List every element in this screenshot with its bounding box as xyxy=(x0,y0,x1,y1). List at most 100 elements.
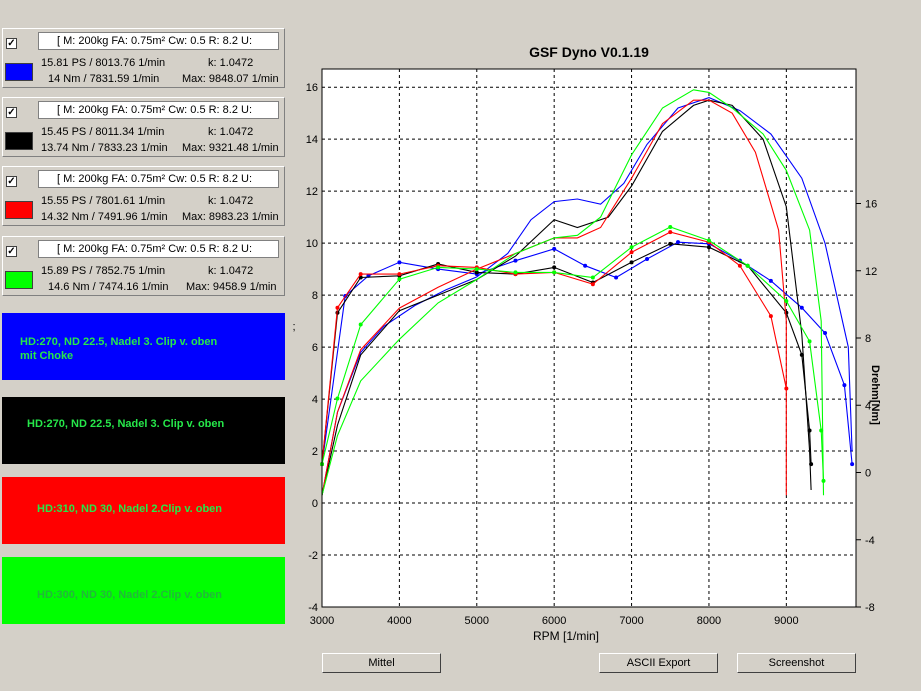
run-2-note-text: HD:270, ND 22.5, Nadel 3. Clip v. oben xyxy=(27,418,225,430)
torque-point-run-2 xyxy=(784,310,789,315)
run-1-params-field[interactable]: [ M: 200kg FA: 0.75m² Cw: 0.5 R: 8.2 U: xyxy=(38,32,279,50)
torque-point-run-1 xyxy=(850,462,855,467)
ascii-export-button[interactable]: ASCII Export xyxy=(599,653,718,673)
run-3-note-text: HD:310, ND 30, Nadel 2.Clip v. oben xyxy=(37,503,223,515)
run-3-params-field[interactable]: [ M: 200kg FA: 0.75m² Cw: 0.5 R: 8.2 U: xyxy=(38,170,279,188)
run-2-power: 15.45 PS / 8011.34 1/min xyxy=(41,126,165,138)
torque-point-run-2 xyxy=(436,262,441,267)
run-1-k: k: 1.0472 xyxy=(208,57,254,69)
torque-point-run-2 xyxy=(590,280,595,285)
y-axis-label-right: Drehm[Nm] xyxy=(869,365,881,425)
torque-point-run-4 xyxy=(706,238,711,243)
run-2-color-swatch[interactable] xyxy=(5,132,33,150)
torque-point-run-1 xyxy=(645,256,650,261)
torque-point-run-3 xyxy=(784,386,789,391)
torque-point-run-2 xyxy=(706,245,711,250)
y-tick-label-right: 16 xyxy=(865,199,877,211)
run-2-max: Max: 9321.48 1/min xyxy=(182,142,279,154)
torque-point-run-2 xyxy=(807,428,812,433)
y-tick-label-left: 6 xyxy=(312,342,318,354)
torque-point-run-3 xyxy=(358,272,363,277)
run-1-color-swatch[interactable] xyxy=(5,63,33,81)
run-1-note[interactable]: HD:270, ND 22.5, Nadel 3. Clip v. oben m… xyxy=(2,313,285,380)
torque-point-run-4 xyxy=(821,478,826,483)
torque-point-run-4 xyxy=(552,270,557,275)
run-4-params-field[interactable]: [ M: 200kg FA: 0.75m² Cw: 0.5 R: 8.2 U: xyxy=(38,240,279,258)
torque-point-run-3 xyxy=(590,282,595,287)
run-3-color-swatch[interactable] xyxy=(5,201,33,219)
screenshot-button[interactable]: Screenshot xyxy=(737,653,856,673)
torque-point-run-3 xyxy=(320,462,324,467)
torque-point-run-1 xyxy=(513,258,518,263)
plot-frame xyxy=(321,68,857,608)
mittel-button[interactable]: Mittel xyxy=(322,653,441,673)
torque-point-run-1 xyxy=(768,278,773,283)
run-3-note[interactable]: HD:310, ND 30, Nadel 2.Clip v. oben xyxy=(2,477,285,544)
torque-point-run-3 xyxy=(552,270,557,275)
run-2-torque: 13.74 Nm / 7833.23 1/min xyxy=(41,142,168,154)
power-line-run-4 xyxy=(321,89,825,496)
torque-point-run-4 xyxy=(397,277,402,282)
torque-point-run-3 xyxy=(335,305,340,310)
y-tick-label-right: 12 xyxy=(865,266,877,278)
y-tick-label-left: 4 xyxy=(312,394,318,406)
run-2-params-field[interactable]: [ M: 200kg FA: 0.75m² Cw: 0.5 R: 8.2 U: xyxy=(38,101,279,119)
torque-line-run-4 xyxy=(321,226,825,481)
run-3-checkbox[interactable]: ✓ xyxy=(6,176,17,187)
torque-point-run-1 xyxy=(706,241,711,246)
torque-point-run-1 xyxy=(343,293,348,298)
torque-point-run-3 xyxy=(629,250,634,255)
torque-point-run-2 xyxy=(320,462,324,467)
torque-line-run-1 xyxy=(321,241,853,465)
torque-point-run-1 xyxy=(397,260,402,265)
run-2-checkbox[interactable]: ✓ xyxy=(6,107,17,118)
run-1-power: 15.81 PS / 8013.76 1/min xyxy=(41,57,166,69)
y-tick-label-left: 2 xyxy=(312,446,318,458)
torque-point-run-1 xyxy=(366,273,371,278)
torque-point-run-1 xyxy=(320,462,324,467)
y-tick-label-right: 0 xyxy=(865,468,871,480)
torque-point-run-4 xyxy=(335,396,340,401)
y-tick-label-left: 16 xyxy=(306,82,318,94)
x-tick-label: 8000 xyxy=(697,615,721,627)
torque-point-run-2 xyxy=(799,352,804,357)
run-1-checkbox[interactable]: ✓ xyxy=(6,38,17,49)
run-4-checkbox[interactable]: ✓ xyxy=(6,246,17,257)
y-tick-label-left: 8 xyxy=(312,290,318,302)
run-1-note-text: HD:270, ND 22.5, Nadel 3. Clip v. oben m… xyxy=(20,336,218,362)
torque-point-run-4 xyxy=(320,462,324,467)
run-4-note-text: HD:300, ND 30, Nadel 2.Clip v. oben xyxy=(37,589,223,601)
y-tick-label-right: 4 xyxy=(865,400,871,412)
run-panel-1: ✓ [ M: 200kg FA: 0.75m² Cw: 0.5 R: 8.2 U… xyxy=(2,28,285,88)
y-tick-label-left: -2 xyxy=(308,550,318,562)
y-tick-label-right: -8 xyxy=(865,602,875,614)
run-4-k: k: 1.0472 xyxy=(208,265,254,277)
torque-point-run-1 xyxy=(737,258,742,263)
torque-point-run-1 xyxy=(676,240,680,245)
x-tick-label: 4000 xyxy=(387,615,411,627)
run-3-max: Max: 8983.23 1/min xyxy=(182,211,279,223)
torque-point-run-2 xyxy=(513,272,518,277)
torque-point-run-4 xyxy=(590,275,595,280)
y-tick-label-left: 12 xyxy=(306,186,318,198)
torque-point-run-1 xyxy=(842,383,847,388)
run-3-power: 15.55 PS / 7801.61 1/min xyxy=(41,195,166,207)
run-4-color-swatch[interactable] xyxy=(5,271,33,289)
run-1-torque: 14 Nm / 7831.59 1/min xyxy=(48,73,160,85)
torque-point-run-4 xyxy=(784,299,789,304)
x-tick-label: 3000 xyxy=(310,615,334,627)
torque-point-run-4 xyxy=(474,267,479,272)
torque-point-run-2 xyxy=(629,260,634,265)
run-4-power: 15.89 PS / 7852.75 1/min xyxy=(41,265,166,277)
y-tick-label-right: 8 xyxy=(865,333,871,345)
torque-point-run-4 xyxy=(358,322,363,327)
chart-title: GSF Dyno V0.1.19 xyxy=(529,44,649,60)
torque-point-run-3 xyxy=(768,314,773,319)
run-4-note[interactable]: HD:300, ND 30, Nadel 2.Clip v. oben xyxy=(2,557,285,624)
x-tick-label: 9000 xyxy=(774,615,798,627)
run-2-note[interactable]: HD:270, ND 22.5, Nadel 3. Clip v. oben xyxy=(2,397,285,464)
y-tick-label-left: -4 xyxy=(308,602,318,614)
torque-line-run-2 xyxy=(321,243,812,465)
torque-point-run-2 xyxy=(809,462,814,467)
run-4-torque: 14.6 Nm / 7474.16 1/min xyxy=(48,281,169,293)
